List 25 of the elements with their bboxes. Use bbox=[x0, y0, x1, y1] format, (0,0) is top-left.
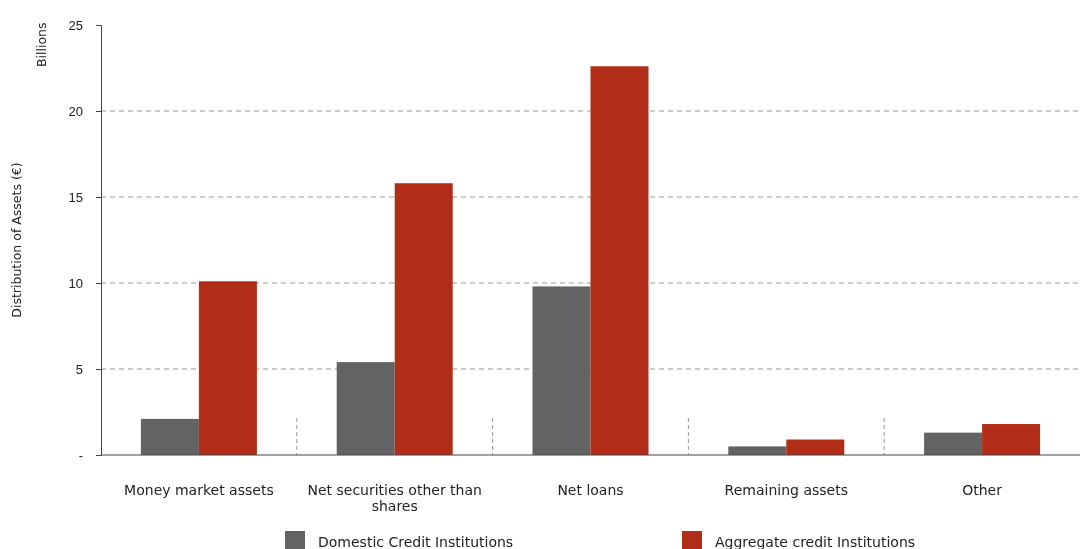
x-tick-label: Money market assets bbox=[124, 482, 274, 498]
bar bbox=[336, 362, 395, 455]
text: Billions bbox=[34, 22, 49, 67]
legend-label: Domestic Credit Institutions bbox=[318, 534, 514, 549]
bar bbox=[728, 446, 787, 455]
bar bbox=[394, 183, 453, 455]
x-tick-label: Remaining assets bbox=[724, 482, 848, 498]
y-tick-label: 20 bbox=[68, 103, 83, 119]
x-tick-label: Net securities other than shares bbox=[307, 482, 482, 514]
y-axis-title: Distribution of Assets (€) bbox=[9, 162, 24, 318]
y-tick-label: 15 bbox=[68, 189, 83, 205]
y-tick-label: 5 bbox=[75, 361, 83, 377]
y-tick-label: 10 bbox=[68, 275, 83, 291]
x-tick-label: Net loans bbox=[557, 482, 624, 498]
bar bbox=[786, 439, 845, 455]
bar bbox=[924, 432, 983, 455]
bar bbox=[140, 418, 199, 455]
legend-label: Aggregate credit Institutions bbox=[715, 534, 916, 549]
bar bbox=[532, 286, 591, 455]
y-tick-label: - bbox=[78, 447, 83, 463]
bar bbox=[590, 66, 649, 455]
x-tick-label: Other bbox=[962, 482, 1003, 498]
bar bbox=[982, 424, 1041, 455]
y-tick-label: 25 bbox=[68, 17, 83, 33]
bar bbox=[198, 281, 257, 455]
